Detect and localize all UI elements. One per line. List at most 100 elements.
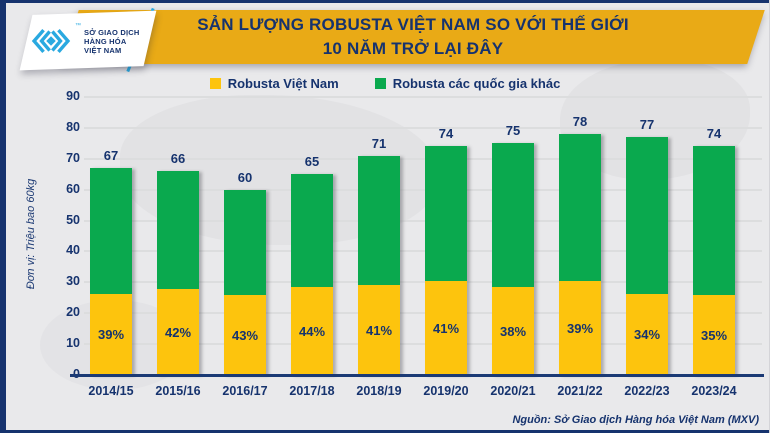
y-axis-title: Đơn vị: Triệu bao 60kg	[25, 178, 37, 290]
bar-segment-others-2021/22	[559, 134, 601, 281]
gridline-40	[84, 250, 762, 253]
x-tick-2021/22: 2021/22	[557, 384, 603, 398]
y-tick-30: 30	[66, 274, 80, 289]
bar-segment-others-2020/21	[492, 143, 534, 287]
gridline-50	[84, 219, 762, 222]
bar-segment-others-2015/16	[157, 171, 199, 289]
y-tick-90: 90	[66, 89, 80, 103]
legend-item-others: Robusta các quốc gia khác	[374, 75, 561, 91]
vietnam-share-label-2014/15: 39%	[97, 327, 125, 342]
y-tick-60: 60	[66, 181, 80, 196]
chart-title-line1: SẢN LƯỢNG ROBUSTA VIỆT NAM SO VỚI THẾ GI…	[197, 15, 629, 34]
bar-2023/24: 35%	[693, 146, 735, 375]
x-tick-2019/20: 2019/20	[423, 384, 469, 398]
brand-name: SỞ GIAO DỊCH HÀNG HÓA VIỆT NAM	[84, 28, 139, 55]
bar-2022/23: 34%	[626, 137, 668, 375]
bar-2015/16: 42%	[157, 171, 199, 375]
chart-title: SẢN LƯỢNG ROBUSTA VIỆT NAM SO VỚI THẾ GI…	[70, 10, 756, 64]
bar-2019/20: 41%	[425, 146, 467, 375]
total-label-2022/23: 77	[639, 117, 655, 132]
x-tick-2015/16: 2015/16	[155, 384, 201, 398]
y-tick-70: 70	[66, 150, 80, 165]
total-label-2017/18: 65	[304, 154, 320, 169]
bar-2014/15: 39%	[90, 168, 132, 375]
total-label-2023/24: 74	[706, 126, 722, 141]
bar-segment-vietnam-2019/20: 41%	[425, 281, 467, 375]
bar-segment-others-2022/23	[626, 137, 668, 294]
legend-label-others: Robusta các quốc gia khác	[392, 75, 561, 91]
bar-segment-vietnam-2021/22: 39%	[559, 281, 601, 375]
vietnam-share-label-2018/19: 41%	[365, 322, 393, 338]
brand-logo: ™ SỞ GIAO DỊCH HÀNG HÓA VIỆT NAM	[30, 17, 148, 65]
bar-segment-vietnam-2015/16: 42%	[157, 289, 199, 375]
vietnam-share-label-2023/24: 35%	[700, 327, 728, 343]
frame-bottom	[0, 430, 769, 433]
y-tick-50: 50	[66, 212, 80, 227]
gridline-80	[84, 126, 762, 129]
total-label-2015/16: 66	[170, 151, 186, 166]
logo-diamond	[46, 36, 56, 46]
vietnam-share-label-2021/22: 39%	[566, 320, 594, 336]
source-note: Nguồn: Sở Giao dịch Hàng hóa Việt Nam (M…	[512, 414, 759, 426]
bar-2021/22: 39%	[559, 134, 601, 375]
bar-segment-vietnam-2023/24: 35%	[693, 295, 735, 375]
bar-2020/21: 38%	[492, 143, 534, 375]
gridline-70	[84, 157, 762, 160]
bar-segment-others-2017/18	[291, 174, 333, 287]
x-tick-2023/24: 2023/24	[691, 384, 737, 398]
gridline-20	[84, 312, 762, 315]
brand-line-1: SỞ GIAO DỊCH	[84, 27, 140, 37]
bar-segment-others-2014/15	[90, 168, 132, 294]
total-label-2016/17: 60	[237, 170, 253, 185]
x-tick-2020/21: 2020/21	[490, 384, 536, 398]
vietnam-share-label-2015/16: 42%	[164, 324, 192, 340]
vietnam-share-label-2017/18: 44%	[298, 323, 326, 339]
brand-line-2: HÀNG HÓA	[84, 36, 127, 46]
chart-title-line2: 10 NĂM TRỞ LẠI ĐÂY	[322, 39, 504, 58]
gridline-90	[84, 96, 762, 98]
x-tick-2022/23: 2022/23	[624, 384, 670, 398]
gridline-30	[84, 281, 762, 284]
legend-label-vietnam: Robusta Việt Nam	[227, 75, 339, 91]
trademark-symbol: ™	[75, 23, 81, 29]
bar-segment-others-2019/20	[425, 146, 467, 281]
legend-swatch-yellow	[209, 77, 221, 89]
x-tick-2014/15: 2014/15	[88, 384, 134, 398]
legend-item-vietnam: Robusta Việt Nam	[209, 75, 339, 91]
y-tick-10: 10	[66, 336, 80, 351]
legend-swatch-green	[374, 77, 386, 89]
vietnam-share-label-2022/23: 34%	[633, 327, 661, 342]
vietnam-share-label-2019/20: 41%	[432, 320, 460, 336]
frame-top	[0, 0, 769, 3]
bar-segment-vietnam-2020/21: 38%	[492, 287, 534, 375]
legend: Robusta Việt Nam Robusta các quốc gia kh…	[6, 75, 764, 91]
total-label-2021/22: 78	[572, 114, 588, 129]
total-label-2018/19: 71	[371, 136, 387, 151]
bar-2018/19: 41%	[358, 156, 400, 375]
mxv-logo-icon	[31, 29, 71, 53]
y-tick-40: 40	[66, 243, 80, 258]
bar-segment-vietnam-2018/19: 41%	[358, 285, 400, 375]
x-axis-line	[70, 374, 764, 377]
total-label-2019/20: 74	[438, 126, 454, 141]
gridline-10	[84, 343, 762, 346]
total-label-2020/21: 75	[505, 123, 521, 138]
bar-segment-vietnam-2022/23: 34%	[626, 294, 668, 375]
bar-2017/18: 44%	[291, 174, 333, 375]
bar-segment-vietnam-2017/18: 44%	[291, 287, 333, 375]
bar-segment-others-2016/17	[224, 190, 266, 295]
bar-segment-vietnam-2014/15: 39%	[90, 294, 132, 375]
x-tick-2017/18: 2017/18	[289, 384, 335, 398]
frame-left	[0, 0, 6, 433]
bar-2016/17: 43%	[224, 190, 266, 375]
vietnam-share-label-2016/17: 43%	[231, 327, 259, 343]
y-tick-80: 80	[66, 119, 80, 134]
bar-segment-others-2023/24	[693, 146, 735, 295]
bar-segment-others-2018/19	[358, 156, 400, 285]
x-tick-2016/17: 2016/17	[222, 384, 268, 398]
gridline-60	[84, 188, 762, 191]
vietnam-share-label-2020/21: 38%	[499, 323, 527, 339]
x-tick-2018/19: 2018/19	[356, 384, 402, 398]
y-tick-20: 20	[66, 305, 80, 320]
